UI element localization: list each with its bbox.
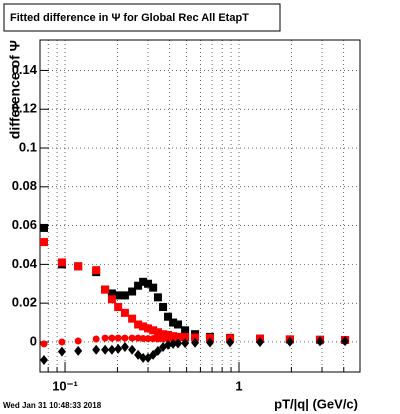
marker <box>114 343 123 354</box>
title-box <box>3 3 281 32</box>
marker <box>121 334 129 342</box>
marker <box>39 238 48 247</box>
marker <box>149 349 158 360</box>
y-tick-label: 0.06 <box>12 217 37 232</box>
marker <box>108 334 116 342</box>
marker <box>128 287 137 296</box>
marker <box>159 303 168 312</box>
marker <box>139 352 148 363</box>
marker <box>107 344 116 355</box>
marker <box>92 344 101 355</box>
marker <box>159 330 168 339</box>
marker <box>40 340 48 348</box>
marker <box>57 346 66 357</box>
marker <box>101 285 110 294</box>
y-tick-label: 0 <box>30 333 37 348</box>
marker <box>114 291 123 300</box>
y-tick-label: 0.1 <box>19 139 37 154</box>
marker <box>315 336 324 347</box>
marker <box>154 335 162 343</box>
marker <box>205 337 214 348</box>
marker <box>164 339 173 350</box>
marker <box>114 334 122 342</box>
x-tick-label: 10⁻¹ <box>52 378 78 393</box>
marker <box>101 344 110 355</box>
x-tick-label: 1 <box>235 378 242 393</box>
marker <box>226 337 235 348</box>
y-tick-label: 0.14 <box>12 62 38 77</box>
marker <box>181 326 190 335</box>
marker <box>164 330 173 339</box>
marker <box>181 338 190 349</box>
marker <box>128 314 137 323</box>
y-tick-label: 0.08 <box>12 178 37 193</box>
marker <box>144 279 153 288</box>
marker <box>153 328 162 337</box>
y-axis-label: difference of Ψ <box>7 40 23 139</box>
marker <box>74 262 83 271</box>
marker <box>120 291 129 300</box>
marker <box>191 337 200 348</box>
marker <box>114 303 123 312</box>
marker <box>139 277 148 286</box>
marker <box>120 341 129 352</box>
marker <box>153 293 162 302</box>
marker <box>120 308 129 317</box>
marker <box>144 324 153 333</box>
marker <box>159 335 167 343</box>
marker <box>169 318 178 327</box>
marker <box>149 326 158 335</box>
y-tick-label: 0.02 <box>12 295 37 310</box>
x-axis-label: pT/|q| (GeV/c) <box>274 396 358 411</box>
timestamp: Wed Jan 31 10:48:33 2018 <box>3 401 102 410</box>
marker <box>134 281 143 290</box>
marker <box>173 338 182 349</box>
marker <box>139 334 147 342</box>
marker <box>107 295 116 304</box>
marker <box>107 289 116 298</box>
marker <box>173 320 182 329</box>
marker <box>101 334 109 342</box>
marker <box>164 335 172 343</box>
chart-title: Fitted difference in Ψ for Global Rec Al… <box>10 12 249 24</box>
y-tick-label: 0.12 <box>12 101 37 116</box>
marker <box>134 320 143 329</box>
marker <box>92 335 100 343</box>
marker <box>134 334 142 342</box>
marker <box>164 312 173 321</box>
marker <box>149 283 158 292</box>
marker <box>74 337 82 345</box>
marker <box>169 338 178 349</box>
marker <box>57 258 66 267</box>
marker <box>153 345 162 356</box>
marker <box>255 337 264 348</box>
frame <box>39 39 361 373</box>
marker <box>139 322 148 331</box>
marker <box>285 336 294 347</box>
marker <box>128 334 136 342</box>
marker <box>144 335 152 343</box>
marker <box>39 223 48 232</box>
marker <box>128 344 137 355</box>
marker <box>39 354 48 365</box>
y-tick-label: 0.04 <box>12 256 38 271</box>
marker <box>341 336 350 347</box>
marker <box>74 345 83 356</box>
marker <box>58 338 66 346</box>
marker <box>92 266 101 275</box>
